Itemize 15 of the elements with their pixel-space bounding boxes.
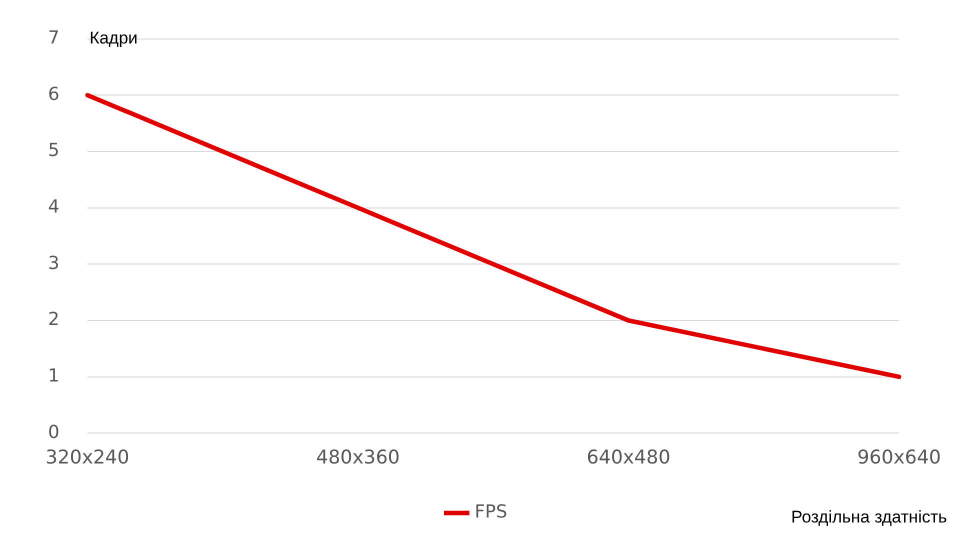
y-axis-title: Кадри [89, 28, 138, 48]
y-tick-label: 0 [48, 422, 60, 443]
x-tick-label: 640x480 [586, 446, 670, 469]
x-tick-label: 960x640 [857, 446, 942, 469]
y-tick-label: 2 [48, 309, 60, 330]
y-tick-label: 1 [48, 366, 60, 387]
y-tick-label: 3 [48, 252, 60, 274]
legend-label: FPS [474, 502, 508, 523]
x-tick-label: 320x240 [46, 446, 130, 469]
x-axis-title: Роздільна здатність [791, 508, 948, 527]
y-tick-label: 6 [48, 84, 60, 105]
y-tick-label: 4 [48, 196, 60, 218]
y-tick-label: 5 [48, 140, 60, 162]
y-tick-label: 7 [48, 27, 60, 48]
x-tick-label: 480x360 [316, 446, 400, 469]
